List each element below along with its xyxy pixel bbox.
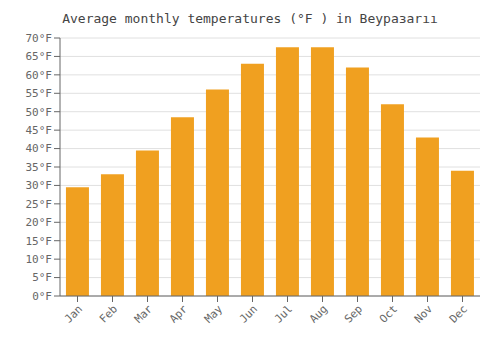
svg-text:70°F: 70°F	[26, 32, 53, 45]
svg-text:Sep: Sep	[342, 302, 365, 325]
svg-text:15°F: 15°F	[26, 235, 53, 248]
svg-text:55°F: 55°F	[26, 87, 53, 100]
svg-text:10°F: 10°F	[26, 253, 53, 266]
svg-text:35°F: 35°F	[26, 161, 53, 174]
svg-text:50°F: 50°F	[26, 106, 53, 119]
html-text:Average monthly temperatures (: Average monthly temperatures (°F ) in Be…	[62, 11, 438, 26]
svg-text:Apr: Apr	[167, 302, 191, 326]
svg-text:Jul: Jul	[272, 302, 295, 325]
svg-text:Aug: Aug	[307, 302, 330, 325]
svg-text:Oct: Oct	[377, 302, 400, 325]
svg-text:0°F: 0°F	[32, 290, 52, 303]
svg-text:40°F: 40°F	[26, 142, 53, 155]
svg-text:Mar: Mar	[132, 302, 156, 326]
svg-text:65°F: 65°F	[26, 50, 53, 63]
svg-text:Jan: Jan	[62, 302, 85, 325]
svg-text:Jun: Jun	[237, 302, 260, 325]
svg-text:Feb: Feb	[97, 302, 120, 325]
svg-text:25°F: 25°F	[26, 198, 53, 211]
svg-text:Nov: Nov	[412, 302, 436, 326]
svg-text:30°F: 30°F	[26, 179, 53, 192]
svg-text:45°F: 45°F	[26, 124, 53, 137]
svg-text:5°F: 5°F	[32, 271, 52, 284]
svg-text:May: May	[202, 302, 226, 326]
svg-text:60°F: 60°F	[26, 69, 53, 82]
svg-text:20°F: 20°F	[26, 216, 53, 229]
svg-text:Dec: Dec	[447, 302, 470, 325]
